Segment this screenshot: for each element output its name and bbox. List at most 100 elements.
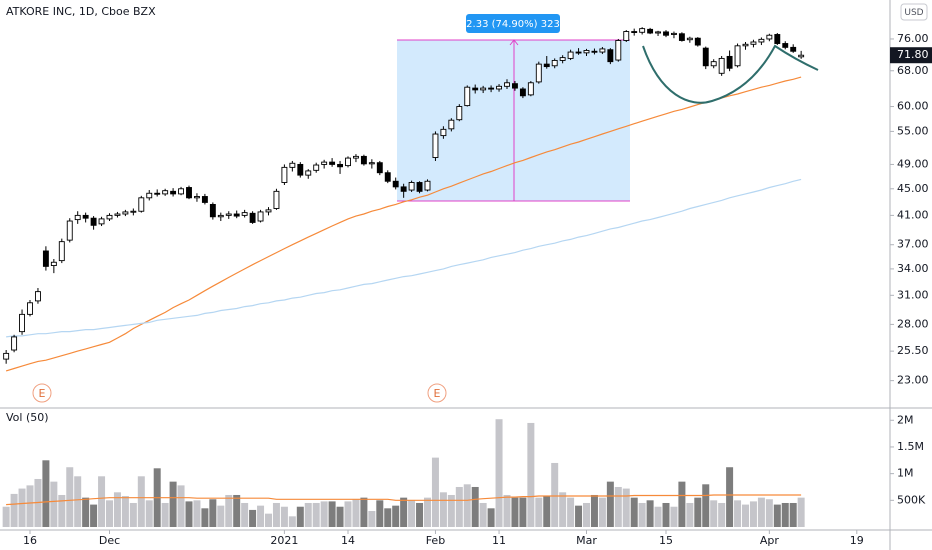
volume-ma — [6, 494, 802, 506]
candle-body — [750, 41, 757, 45]
candle-body — [543, 63, 550, 68]
volume-bar — [575, 505, 583, 527]
candle-body — [615, 40, 622, 61]
x-tick-label: 14 — [341, 534, 355, 547]
volume-bar — [392, 505, 400, 527]
volume-bar — [376, 500, 384, 527]
volume-bar — [233, 494, 241, 527]
candle-body — [201, 196, 208, 203]
volume-bar — [217, 505, 225, 527]
volume-bar — [797, 497, 805, 527]
volume-bar — [710, 500, 718, 527]
volume-bar — [519, 497, 527, 527]
volume-bar — [471, 486, 479, 527]
candle-body — [82, 214, 89, 219]
last-price-box — [890, 47, 932, 64]
candle-body — [798, 54, 805, 58]
y-tick-label: 68.00 — [897, 64, 929, 77]
currency-box[interactable] — [900, 3, 928, 21]
volume-bar — [511, 497, 519, 527]
volume-bar — [320, 501, 328, 527]
candle-body — [50, 261, 57, 267]
volume-bar — [98, 476, 106, 527]
volume-bar — [734, 500, 742, 527]
volume-bar — [686, 502, 694, 527]
candle-body — [734, 45, 741, 67]
candle-body — [225, 213, 232, 216]
volume-bar — [58, 494, 66, 527]
candle-body — [551, 59, 558, 67]
candle-body — [663, 31, 669, 36]
volume-bar — [360, 497, 368, 527]
candle-body — [11, 336, 18, 351]
candle-body — [647, 28, 654, 34]
candle-body — [512, 83, 518, 89]
earnings-label: E — [39, 387, 46, 400]
candle-body — [694, 37, 701, 46]
volume-bar — [416, 502, 424, 527]
candle-body — [464, 86, 471, 107]
candle-body — [655, 31, 661, 34]
y-tick-label: 25.50 — [897, 344, 929, 357]
y-tick-label: 31.00 — [897, 288, 929, 301]
last-price-label: 71.80 — [897, 48, 929, 61]
volume-bar — [543, 496, 551, 527]
candle-body — [305, 170, 312, 176]
candle-body — [782, 43, 789, 48]
volume-bar — [288, 516, 296, 527]
volume-bar — [265, 513, 272, 527]
candle-body — [217, 214, 224, 218]
volume-bar — [598, 497, 606, 527]
candle-body — [35, 291, 41, 302]
volume-bar — [408, 500, 416, 527]
volume-bar — [129, 502, 137, 527]
volume-bar — [583, 502, 590, 527]
volume-bar — [225, 494, 233, 527]
volume-bar — [781, 502, 789, 527]
volume-bar — [742, 504, 749, 527]
volume-title: Vol (50) — [6, 411, 49, 424]
volume-bar — [439, 492, 447, 527]
cup-drawing — [642, 44, 819, 104]
volume-bar — [718, 502, 726, 527]
candle-body — [504, 82, 510, 87]
candle-body — [66, 220, 73, 241]
volume-bar — [328, 501, 336, 527]
volume-bar — [344, 501, 352, 527]
candle-body — [3, 352, 10, 360]
candle-body — [90, 217, 97, 226]
candle-body — [702, 47, 709, 67]
volume-bar — [487, 508, 495, 527]
candle-body — [623, 31, 630, 41]
volume-bar — [185, 501, 193, 527]
volume-bar — [749, 501, 757, 527]
volume-bar — [662, 502, 670, 527]
x-tick-label: 16 — [23, 534, 37, 547]
earnings-label: E — [434, 387, 441, 400]
volume-bar — [630, 497, 638, 527]
candle-body — [575, 51, 582, 54]
volume-bar — [10, 493, 18, 527]
candle-body — [345, 157, 351, 167]
candle-body — [58, 241, 65, 262]
volume-bar — [702, 484, 710, 527]
candle-body — [249, 212, 256, 223]
candle-body — [718, 57, 725, 74]
candle-body — [448, 119, 455, 130]
y-tick-label: 49.00 — [897, 157, 929, 170]
candle-body — [321, 161, 328, 165]
candle-body — [440, 128, 447, 137]
candle-body — [353, 155, 359, 159]
candle-body — [591, 50, 598, 53]
candle-body — [289, 162, 296, 168]
candle-body — [758, 38, 765, 43]
volume-bar — [272, 502, 280, 527]
y-tick-label: 45.00 — [897, 182, 929, 195]
volume-bar — [495, 419, 503, 527]
candle-body — [519, 88, 526, 97]
candles — [3, 27, 805, 364]
axes: 23.00 25.50 28.00 31.00 34.00 37.00 41.00 45.00… — [23, 32, 932, 547]
volume-bar — [145, 500, 153, 527]
volume-bar — [352, 499, 360, 527]
